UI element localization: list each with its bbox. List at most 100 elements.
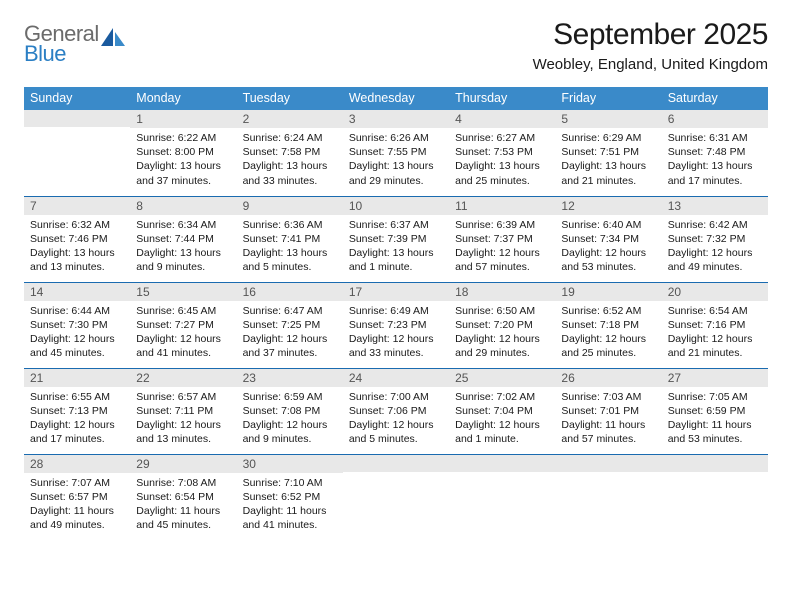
calendar-day-cell: 12Sunrise: 6:40 AMSunset: 7:34 PMDayligh… bbox=[555, 196, 661, 282]
day-number: 29 bbox=[130, 455, 236, 473]
sunrise-text: Sunrise: 6:47 AM bbox=[243, 304, 337, 318]
day-body: Sunrise: 6:22 AMSunset: 8:00 PMDaylight:… bbox=[130, 128, 236, 192]
sunrise-text: Sunrise: 6:44 AM bbox=[30, 304, 124, 318]
day-body: Sunrise: 6:59 AMSunset: 7:08 PMDaylight:… bbox=[237, 387, 343, 451]
day-number: 5 bbox=[555, 110, 661, 128]
daylight-text: Daylight: 12 hours and 1 minute. bbox=[455, 418, 549, 446]
calendar-day-cell: 21Sunrise: 6:55 AMSunset: 7:13 PMDayligh… bbox=[24, 368, 130, 454]
month-title: September 2025 bbox=[533, 18, 768, 52]
sunset-text: Sunset: 7:55 PM bbox=[349, 145, 443, 159]
calendar-day-cell: 16Sunrise: 6:47 AMSunset: 7:25 PMDayligh… bbox=[237, 282, 343, 368]
sunrise-text: Sunrise: 6:34 AM bbox=[136, 218, 230, 232]
calendar-day-cell: 1Sunrise: 6:22 AMSunset: 8:00 PMDaylight… bbox=[130, 110, 236, 196]
sunrise-text: Sunrise: 6:54 AM bbox=[668, 304, 762, 318]
calendar-head: Sunday Monday Tuesday Wednesday Thursday… bbox=[24, 87, 768, 110]
day-body: Sunrise: 6:37 AMSunset: 7:39 PMDaylight:… bbox=[343, 215, 449, 279]
calendar-week-row: 1Sunrise: 6:22 AMSunset: 8:00 PMDaylight… bbox=[24, 110, 768, 196]
calendar-day-cell: 8Sunrise: 6:34 AMSunset: 7:44 PMDaylight… bbox=[130, 196, 236, 282]
day-body: Sunrise: 6:55 AMSunset: 7:13 PMDaylight:… bbox=[24, 387, 130, 451]
sunset-text: Sunset: 7:51 PM bbox=[561, 145, 655, 159]
sunset-text: Sunset: 7:30 PM bbox=[30, 318, 124, 332]
day-number: 22 bbox=[130, 369, 236, 387]
daylight-text: Daylight: 11 hours and 57 minutes. bbox=[561, 418, 655, 446]
calendar-day-cell bbox=[555, 454, 661, 540]
day-number: 6 bbox=[662, 110, 768, 128]
weekday-heading: Wednesday bbox=[343, 87, 449, 110]
day-number: 7 bbox=[24, 197, 130, 215]
day-body: Sunrise: 6:44 AMSunset: 7:30 PMDaylight:… bbox=[24, 301, 130, 365]
day-body: Sunrise: 6:47 AMSunset: 7:25 PMDaylight:… bbox=[237, 301, 343, 365]
day-body: Sunrise: 7:07 AMSunset: 6:57 PMDaylight:… bbox=[24, 473, 130, 537]
sunset-text: Sunset: 7:32 PM bbox=[668, 232, 762, 246]
weekday-heading: Friday bbox=[555, 87, 661, 110]
sunrise-text: Sunrise: 6:27 AM bbox=[455, 131, 549, 145]
calendar-week-row: 14Sunrise: 6:44 AMSunset: 7:30 PMDayligh… bbox=[24, 282, 768, 368]
day-body: Sunrise: 7:05 AMSunset: 6:59 PMDaylight:… bbox=[662, 387, 768, 451]
sunrise-text: Sunrise: 7:05 AM bbox=[668, 390, 762, 404]
sunset-text: Sunset: 7:34 PM bbox=[561, 232, 655, 246]
calendar-day-cell: 4Sunrise: 6:27 AMSunset: 7:53 PMDaylight… bbox=[449, 110, 555, 196]
weekday-heading: Saturday bbox=[662, 87, 768, 110]
day-number: 13 bbox=[662, 197, 768, 215]
daylight-text: Daylight: 12 hours and 29 minutes. bbox=[455, 332, 549, 360]
calendar-day-cell: 15Sunrise: 6:45 AMSunset: 7:27 PMDayligh… bbox=[130, 282, 236, 368]
daylight-text: Daylight: 13 hours and 13 minutes. bbox=[30, 246, 124, 274]
day-number bbox=[662, 455, 768, 472]
title-block: September 2025 Weobley, England, United … bbox=[533, 18, 768, 73]
daylight-text: Daylight: 13 hours and 1 minute. bbox=[349, 246, 443, 274]
daylight-text: Daylight: 13 hours and 9 minutes. bbox=[136, 246, 230, 274]
calendar-day-cell: 6Sunrise: 6:31 AMSunset: 7:48 PMDaylight… bbox=[662, 110, 768, 196]
logo-text: General Blue bbox=[24, 24, 99, 64]
day-body: Sunrise: 6:26 AMSunset: 7:55 PMDaylight:… bbox=[343, 128, 449, 192]
day-number: 23 bbox=[237, 369, 343, 387]
calendar-week-row: 21Sunrise: 6:55 AMSunset: 7:13 PMDayligh… bbox=[24, 368, 768, 454]
sunset-text: Sunset: 7:20 PM bbox=[455, 318, 549, 332]
daylight-text: Daylight: 12 hours and 57 minutes. bbox=[455, 246, 549, 274]
day-body: Sunrise: 6:40 AMSunset: 7:34 PMDaylight:… bbox=[555, 215, 661, 279]
calendar-day-cell: 25Sunrise: 7:02 AMSunset: 7:04 PMDayligh… bbox=[449, 368, 555, 454]
sunset-text: Sunset: 7:39 PM bbox=[349, 232, 443, 246]
daylight-text: Daylight: 13 hours and 21 minutes. bbox=[561, 159, 655, 187]
sunrise-text: Sunrise: 6:52 AM bbox=[561, 304, 655, 318]
daylight-text: Daylight: 12 hours and 13 minutes. bbox=[136, 418, 230, 446]
daylight-text: Daylight: 12 hours and 37 minutes. bbox=[243, 332, 337, 360]
calendar-body: 1Sunrise: 6:22 AMSunset: 8:00 PMDaylight… bbox=[24, 110, 768, 540]
sunset-text: Sunset: 7:08 PM bbox=[243, 404, 337, 418]
sunset-text: Sunset: 7:11 PM bbox=[136, 404, 230, 418]
day-body: Sunrise: 6:42 AMSunset: 7:32 PMDaylight:… bbox=[662, 215, 768, 279]
day-number: 21 bbox=[24, 369, 130, 387]
day-number: 16 bbox=[237, 283, 343, 301]
sunrise-text: Sunrise: 6:22 AM bbox=[136, 131, 230, 145]
daylight-text: Daylight: 12 hours and 25 minutes. bbox=[561, 332, 655, 360]
sunset-text: Sunset: 7:13 PM bbox=[30, 404, 124, 418]
weekday-row: Sunday Monday Tuesday Wednesday Thursday… bbox=[24, 87, 768, 110]
sunrise-text: Sunrise: 6:40 AM bbox=[561, 218, 655, 232]
day-number: 10 bbox=[343, 197, 449, 215]
sunset-text: Sunset: 7:23 PM bbox=[349, 318, 443, 332]
daylight-text: Daylight: 12 hours and 41 minutes. bbox=[136, 332, 230, 360]
calendar-day-cell bbox=[662, 454, 768, 540]
calendar-day-cell: 28Sunrise: 7:07 AMSunset: 6:57 PMDayligh… bbox=[24, 454, 130, 540]
day-body: Sunrise: 6:27 AMSunset: 7:53 PMDaylight:… bbox=[449, 128, 555, 192]
weekday-heading: Tuesday bbox=[237, 87, 343, 110]
sunrise-text: Sunrise: 7:03 AM bbox=[561, 390, 655, 404]
calendar-day-cell bbox=[449, 454, 555, 540]
calendar-week-row: 28Sunrise: 7:07 AMSunset: 6:57 PMDayligh… bbox=[24, 454, 768, 540]
daylight-text: Daylight: 11 hours and 45 minutes. bbox=[136, 504, 230, 532]
sunset-text: Sunset: 6:59 PM bbox=[668, 404, 762, 418]
sunset-text: Sunset: 7:27 PM bbox=[136, 318, 230, 332]
calendar-day-cell: 7Sunrise: 6:32 AMSunset: 7:46 PMDaylight… bbox=[24, 196, 130, 282]
calendar-day-cell: 18Sunrise: 6:50 AMSunset: 7:20 PMDayligh… bbox=[449, 282, 555, 368]
day-number: 28 bbox=[24, 455, 130, 473]
sunrise-text: Sunrise: 6:39 AM bbox=[455, 218, 549, 232]
calendar-day-cell: 14Sunrise: 6:44 AMSunset: 7:30 PMDayligh… bbox=[24, 282, 130, 368]
sunrise-text: Sunrise: 6:32 AM bbox=[30, 218, 124, 232]
day-body: Sunrise: 6:36 AMSunset: 7:41 PMDaylight:… bbox=[237, 215, 343, 279]
sunrise-text: Sunrise: 6:42 AM bbox=[668, 218, 762, 232]
daylight-text: Daylight: 12 hours and 5 minutes. bbox=[349, 418, 443, 446]
calendar-day-cell: 17Sunrise: 6:49 AMSunset: 7:23 PMDayligh… bbox=[343, 282, 449, 368]
day-number: 3 bbox=[343, 110, 449, 128]
daylight-text: Daylight: 12 hours and 33 minutes. bbox=[349, 332, 443, 360]
daylight-text: Daylight: 12 hours and 9 minutes. bbox=[243, 418, 337, 446]
calendar-day-cell: 9Sunrise: 6:36 AMSunset: 7:41 PMDaylight… bbox=[237, 196, 343, 282]
